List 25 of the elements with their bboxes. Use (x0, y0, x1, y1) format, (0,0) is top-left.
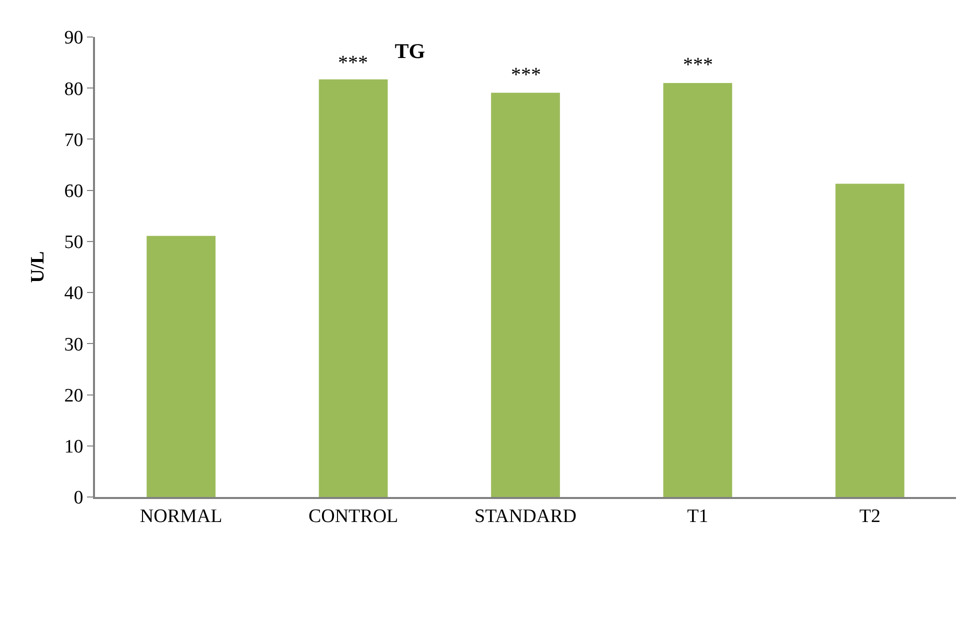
bar (491, 92, 560, 497)
y-tick-label: 30 (64, 334, 84, 356)
x-tick-label: NORMAL (140, 506, 222, 527)
y-tick-label: 0 (74, 488, 84, 509)
bar (835, 184, 904, 497)
x-tick-label: T1 (687, 506, 708, 527)
y-tick-label: 60 (64, 180, 84, 202)
annotation: *** (511, 64, 541, 86)
y-tick-label: 80 (64, 78, 84, 100)
chart-title: TG (394, 39, 426, 64)
annotation: *** (338, 52, 368, 74)
x-tick-label: T2 (859, 506, 880, 527)
y-tick-label: 40 (64, 283, 84, 304)
x-tick-label: CONTROL (308, 506, 398, 527)
annotation: *** (683, 54, 713, 76)
y-tick-label: 90 (64, 28, 84, 49)
bar (663, 83, 732, 497)
y-axis-title: U/L (28, 251, 49, 283)
y-tick-label: 20 (64, 385, 84, 406)
y-tick-label: 70 (64, 130, 84, 151)
bar (146, 236, 216, 497)
x-tick-label: STANDARD (474, 506, 576, 527)
bar (318, 79, 388, 497)
y-tick-label: 10 (64, 436, 84, 458)
y-tick-label: 50 (64, 232, 84, 254)
